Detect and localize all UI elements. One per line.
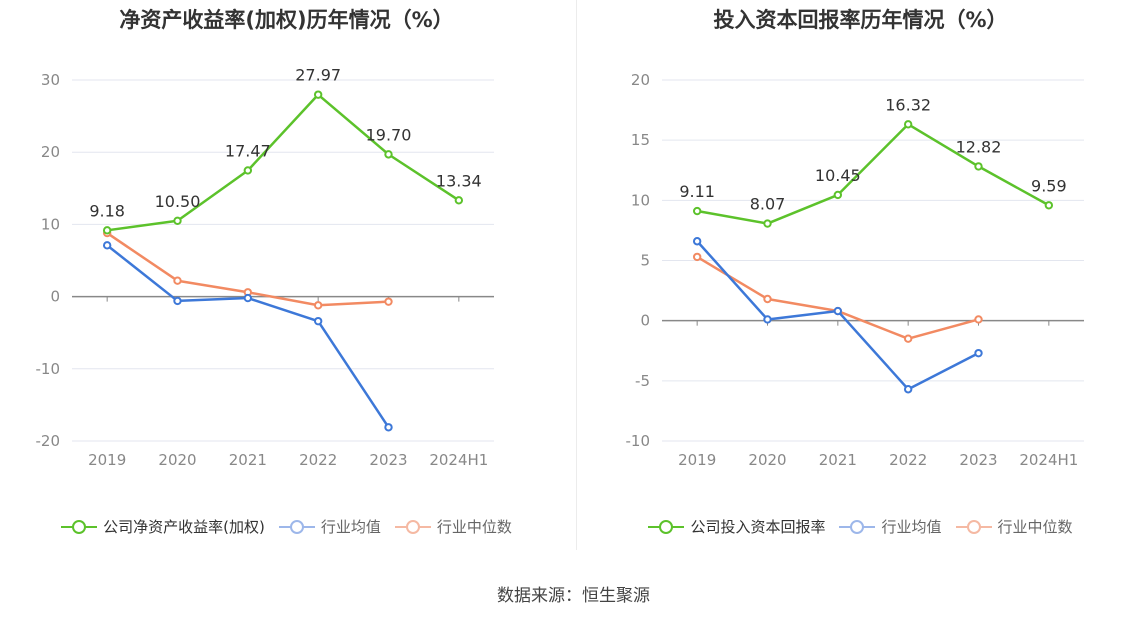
data-label: 16.32: [885, 95, 931, 114]
data-point: [102, 241, 112, 250]
line-chart-roe: 30 20 10 0 -10 -20 2019 2020 2021 2022 2023 2024H1 9…: [36, 66, 494, 469]
data-point: [313, 90, 323, 99]
data-point: [384, 423, 393, 432]
legend-item-company[interactable]: 公司净资产收益率(加权): [61, 516, 265, 537]
x-tick-label: 2023: [959, 451, 997, 469]
chart-panel-roe: 净资产收益率(加权)历年情况（%） 30 20 10 0 -10 -20 2019 2020 2…: [0, 0, 573, 560]
series-line: [696, 123, 1050, 225]
data-label: 13.34: [436, 171, 482, 190]
series-line: [106, 244, 390, 428]
data-point: [903, 120, 913, 129]
data-label: 12.82: [956, 137, 1002, 156]
data-point: [384, 297, 393, 306]
data-point: [384, 150, 393, 159]
data-point: [454, 196, 464, 205]
data-label: 10.45: [815, 166, 861, 185]
data-point: [173, 276, 182, 285]
data-point: [102, 226, 112, 235]
data-source-note: 数据来源：恒生聚源: [497, 586, 650, 606]
legend-label: 公司投入资本回报率: [690, 518, 826, 536]
x-tick-label: 2020: [748, 451, 786, 469]
y-tick-label: 30: [41, 71, 60, 89]
legend-item-company[interactable]: 公司投入资本回报率: [648, 516, 825, 537]
x-tick-label: 2020: [158, 451, 196, 469]
data-label: 9.59: [1031, 176, 1067, 195]
legend-label: 行业中位数: [997, 518, 1073, 536]
legend-marker-icon: [955, 519, 992, 535]
data-label: 19.70: [366, 125, 412, 144]
data-label: 9.18: [89, 201, 125, 220]
x-tick-label: 2024H1: [429, 451, 488, 469]
x-tick-label: 2022: [889, 451, 927, 469]
y-tick-label: 0: [640, 312, 650, 330]
legend-marker-icon: [648, 519, 685, 535]
data-point: [763, 315, 772, 324]
series-line: [696, 240, 980, 391]
data-point: [763, 219, 772, 228]
data-label: 9.11: [679, 182, 715, 201]
x-tick-label: 2023: [369, 451, 407, 469]
data-label: 8.07: [750, 195, 786, 214]
data-point: [903, 385, 913, 394]
x-tick-label: 2019: [88, 451, 126, 469]
series-line: [106, 93, 460, 232]
y-tick-label: 0: [50, 288, 60, 306]
x-tick-label: 2024H1: [1019, 451, 1078, 469]
y-tick-label: -10: [36, 360, 61, 378]
data-label: 17.47: [225, 141, 271, 160]
y-tick-label: -5: [635, 372, 650, 390]
data-point: [313, 301, 323, 310]
legend-marker-icon: [839, 519, 876, 535]
data-label: 10.50: [155, 192, 201, 211]
data-label: 27.97: [295, 66, 341, 85]
legend-marker-icon: [394, 519, 431, 535]
legend-label: 行业均值: [320, 518, 381, 536]
data-point: [692, 237, 702, 246]
data-point: [692, 252, 702, 262]
legend-label: 行业中位数: [436, 518, 512, 536]
data-point: [974, 315, 983, 324]
y-tick-label: 10: [631, 191, 650, 209]
data-point: [243, 166, 253, 175]
y-tick-label: -10: [626, 432, 651, 450]
y-tick-label: 15: [631, 131, 650, 149]
x-tick-label: 2021: [819, 451, 857, 469]
legend-item-industry-mean[interactable]: 行业均值: [278, 516, 381, 537]
data-point: [243, 293, 253, 303]
x-tick-label: 2022: [299, 451, 337, 469]
data-point: [763, 294, 772, 304]
legend-marker-icon: [61, 519, 98, 535]
series-line: [696, 255, 979, 340]
data-point: [833, 306, 843, 316]
legend-label: 公司净资产收益率(加权): [103, 518, 265, 536]
y-tick-label: 10: [41, 215, 60, 233]
legend-item-industry-median[interactable]: 行业中位数: [955, 516, 1073, 537]
y-tick-label: 20: [41, 143, 60, 161]
panel-divider: [576, 0, 577, 550]
y-tick-label: 5: [640, 252, 650, 270]
data-point: [313, 316, 323, 326]
legend-item-industry-mean[interactable]: 行业均值: [839, 516, 942, 537]
chart-title: 投入资本回报率历年情况（%）: [713, 8, 1008, 32]
chart-legend: 公司投入资本回报率 行业均值 行业中位数: [574, 516, 1147, 537]
chart-panel-roic: 投入资本回报率历年情况（%） 20 15 10 5 0 -5 -10 2019 2020 2021…: [574, 0, 1147, 560]
y-tick-label: 20: [631, 71, 650, 89]
chart-legend: 公司净资产收益率(加权) 行业均值 行业中位数: [0, 516, 573, 537]
data-point: [974, 162, 983, 171]
legend-item-industry-median[interactable]: 行业中位数: [394, 516, 512, 537]
legend-label: 行业均值: [881, 518, 942, 536]
chart-title: 净资产收益率(加权)历年情况（%）: [119, 8, 454, 32]
data-point: [1044, 201, 1054, 210]
data-point: [833, 190, 843, 200]
x-tick-label: 2021: [229, 451, 267, 469]
legend-marker-icon: [278, 519, 315, 535]
data-point: [974, 348, 983, 358]
x-tick-label: 2019: [678, 451, 716, 469]
data-point: [173, 296, 182, 306]
line-chart-roic: 20 15 10 5 0 -5 -10 2019 2020 2021 2022 2023 2024H1 9…: [626, 71, 1084, 469]
y-tick-label: -20: [36, 432, 61, 450]
data-point: [173, 216, 182, 225]
data-point: [903, 334, 913, 343]
data-point: [692, 206, 702, 216]
